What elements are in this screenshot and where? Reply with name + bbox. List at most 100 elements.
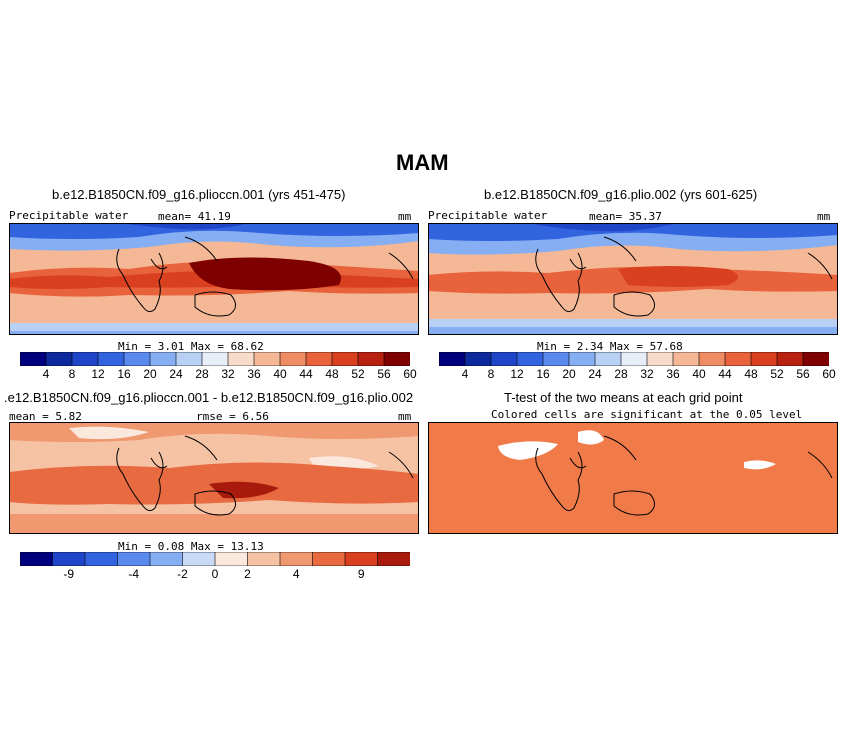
colorbar-swatch — [542, 352, 570, 366]
panel1-colorbar — [20, 352, 410, 366]
colorbar-tick-label: 12 — [91, 367, 105, 381]
panel4-title: T-test of the two means at each grid poi… — [504, 390, 743, 405]
panel2-map — [428, 223, 838, 335]
colorbar-swatch — [331, 352, 359, 366]
colorbar-swatch — [568, 352, 596, 366]
colorbar-swatch — [175, 352, 203, 366]
panel1-variable-label: Precipitable water — [9, 209, 129, 222]
panel2-colorbar — [439, 352, 829, 366]
panel2-minmax: Min = 2.34 Max = 57.68 — [537, 340, 683, 353]
colorbar-tick-label: 8 — [68, 367, 76, 381]
colorbar-tick-label: 60 — [822, 367, 836, 381]
colorbar-swatch — [201, 352, 229, 366]
colorbar-swatch — [123, 352, 151, 366]
colorbar-swatch — [620, 352, 648, 366]
panel3-title: .e12.B1850CN.f09_g16.plioccn.001 - b.e12… — [4, 390, 414, 405]
colorbar-swatch — [227, 352, 255, 366]
colorbar-tick-label: 52 — [770, 367, 784, 381]
colorbar-swatch — [279, 352, 307, 366]
panel3-mean: mean = 5.82 — [9, 410, 82, 423]
colorbar-tick-label: 48 — [744, 367, 758, 381]
colorbar-tick-label: 44 — [299, 367, 313, 381]
colorbar-tick-label: 40 — [692, 367, 706, 381]
colorbar-tick-label: 28 — [614, 367, 628, 381]
colorbar-swatch — [182, 552, 216, 566]
panel3-colorbar — [20, 552, 410, 566]
colorbar-tick-label: 12 — [510, 367, 524, 381]
panel1-minmax: Min = 3.01 Max = 68.62 — [118, 340, 264, 353]
colorbar-swatch — [383, 352, 410, 366]
colorbar-tick-label: 4 — [292, 567, 300, 581]
colorbar-tick-label: 44 — [718, 367, 732, 381]
colorbar-tick-label: 32 — [640, 367, 654, 381]
colorbar-swatch — [594, 352, 622, 366]
colorbar-swatch — [312, 552, 346, 566]
colorbar-tick-label: 16 — [117, 367, 131, 381]
colorbar-swatch — [149, 352, 177, 366]
colorbar-swatch — [214, 552, 249, 566]
panel3-map — [9, 422, 419, 534]
panel2-colorbar-ticks: 4 8 12 16 20 24 28 32 36 40 44 48 52 56 60 — [439, 367, 836, 383]
colorbar-tick-label: -2 — [177, 567, 188, 581]
colorbar-tick-label: 24 — [588, 367, 602, 381]
colorbar-tick-label: 2 — [244, 567, 251, 581]
panel3-unit: mm — [398, 410, 412, 423]
colorbar-tick-label: 48 — [325, 367, 339, 381]
colorbar-swatch — [149, 552, 184, 566]
panel1-title: b.e12.B1850CN.f09_g16.plioccn.001 (yrs 4… — [52, 187, 346, 202]
colorbar-swatch — [97, 352, 125, 366]
colorbar-tick-label: -9 — [63, 567, 75, 581]
colorbar-tick-label: 32 — [221, 367, 235, 381]
colorbar-tick-label: 20 — [143, 367, 157, 381]
panel2-title: b.e12.B1850CN.f09_g16.plio.002 (yrs 601-… — [484, 187, 758, 202]
colorbar-swatch — [45, 352, 73, 366]
colorbar-tick-label: 0 — [211, 567, 219, 581]
colorbar-tick-label: 56 — [796, 367, 810, 381]
colorbar-swatch — [20, 352, 47, 366]
colorbar-swatch — [490, 352, 518, 366]
colorbar-swatch — [646, 352, 674, 366]
colorbar-swatch — [253, 352, 281, 366]
colorbar-swatch — [279, 552, 314, 566]
colorbar-tick-label: 16 — [536, 367, 550, 381]
colorbar-swatch — [516, 352, 544, 366]
colorbar-tick-label: -4 — [128, 567, 140, 581]
panel2-variable-label: Precipitable water — [428, 209, 548, 222]
colorbar-swatch — [117, 552, 151, 566]
colorbar-tick-label: 36 — [247, 367, 261, 381]
panel2-unit: mm — [817, 210, 831, 223]
colorbar-swatch — [20, 552, 54, 566]
colorbar-swatch — [672, 352, 700, 366]
figure-title: MAM — [396, 150, 449, 175]
colorbar-tick-label: 4 — [461, 367, 469, 381]
colorbar-swatch — [750, 352, 778, 366]
colorbar-swatch — [776, 352, 804, 366]
panel1-mean: mean= 41.19 — [158, 210, 231, 223]
colorbar-swatch — [377, 552, 410, 566]
panel4-subtitle: Colored cells are significant at the 0.0… — [491, 408, 803, 421]
panel1-colorbar-ticks: 4 8 12 16 20 24 28 32 36 40 44 48 52 56 60 — [20, 367, 417, 383]
panel3-colorbar-ticks: -9 -4 -2 0 2 4 9 — [20, 567, 410, 583]
colorbar-tick-label: 20 — [562, 367, 576, 381]
panel4-map — [428, 422, 838, 534]
colorbar-tick-label: 8 — [487, 367, 495, 381]
colorbar-tick-label: 9 — [357, 567, 365, 581]
colorbar-tick-label: 52 — [351, 367, 365, 381]
colorbar-tick-label: 40 — [273, 367, 287, 381]
colorbar-swatch — [305, 352, 333, 366]
colorbar-tick-label: 28 — [195, 367, 209, 381]
colorbar-swatch — [357, 352, 385, 366]
colorbar-tick-label: 56 — [377, 367, 391, 381]
panel1-map — [9, 223, 419, 335]
panel3-minmax: Min = 0.08 Max = 13.13 — [118, 540, 264, 553]
colorbar-swatch — [464, 352, 492, 366]
panel3-rmse: rmse = 6.56 — [196, 410, 269, 423]
colorbar-swatch — [802, 352, 829, 366]
colorbar-tick-label: 24 — [169, 367, 183, 381]
colorbar-tick-label: 4 — [42, 367, 50, 381]
colorbar-swatch — [247, 552, 281, 566]
colorbar-swatch — [724, 352, 752, 366]
colorbar-swatch — [52, 552, 86, 566]
colorbar-swatch — [698, 352, 726, 366]
panel2-mean: mean= 35.37 — [589, 210, 662, 223]
